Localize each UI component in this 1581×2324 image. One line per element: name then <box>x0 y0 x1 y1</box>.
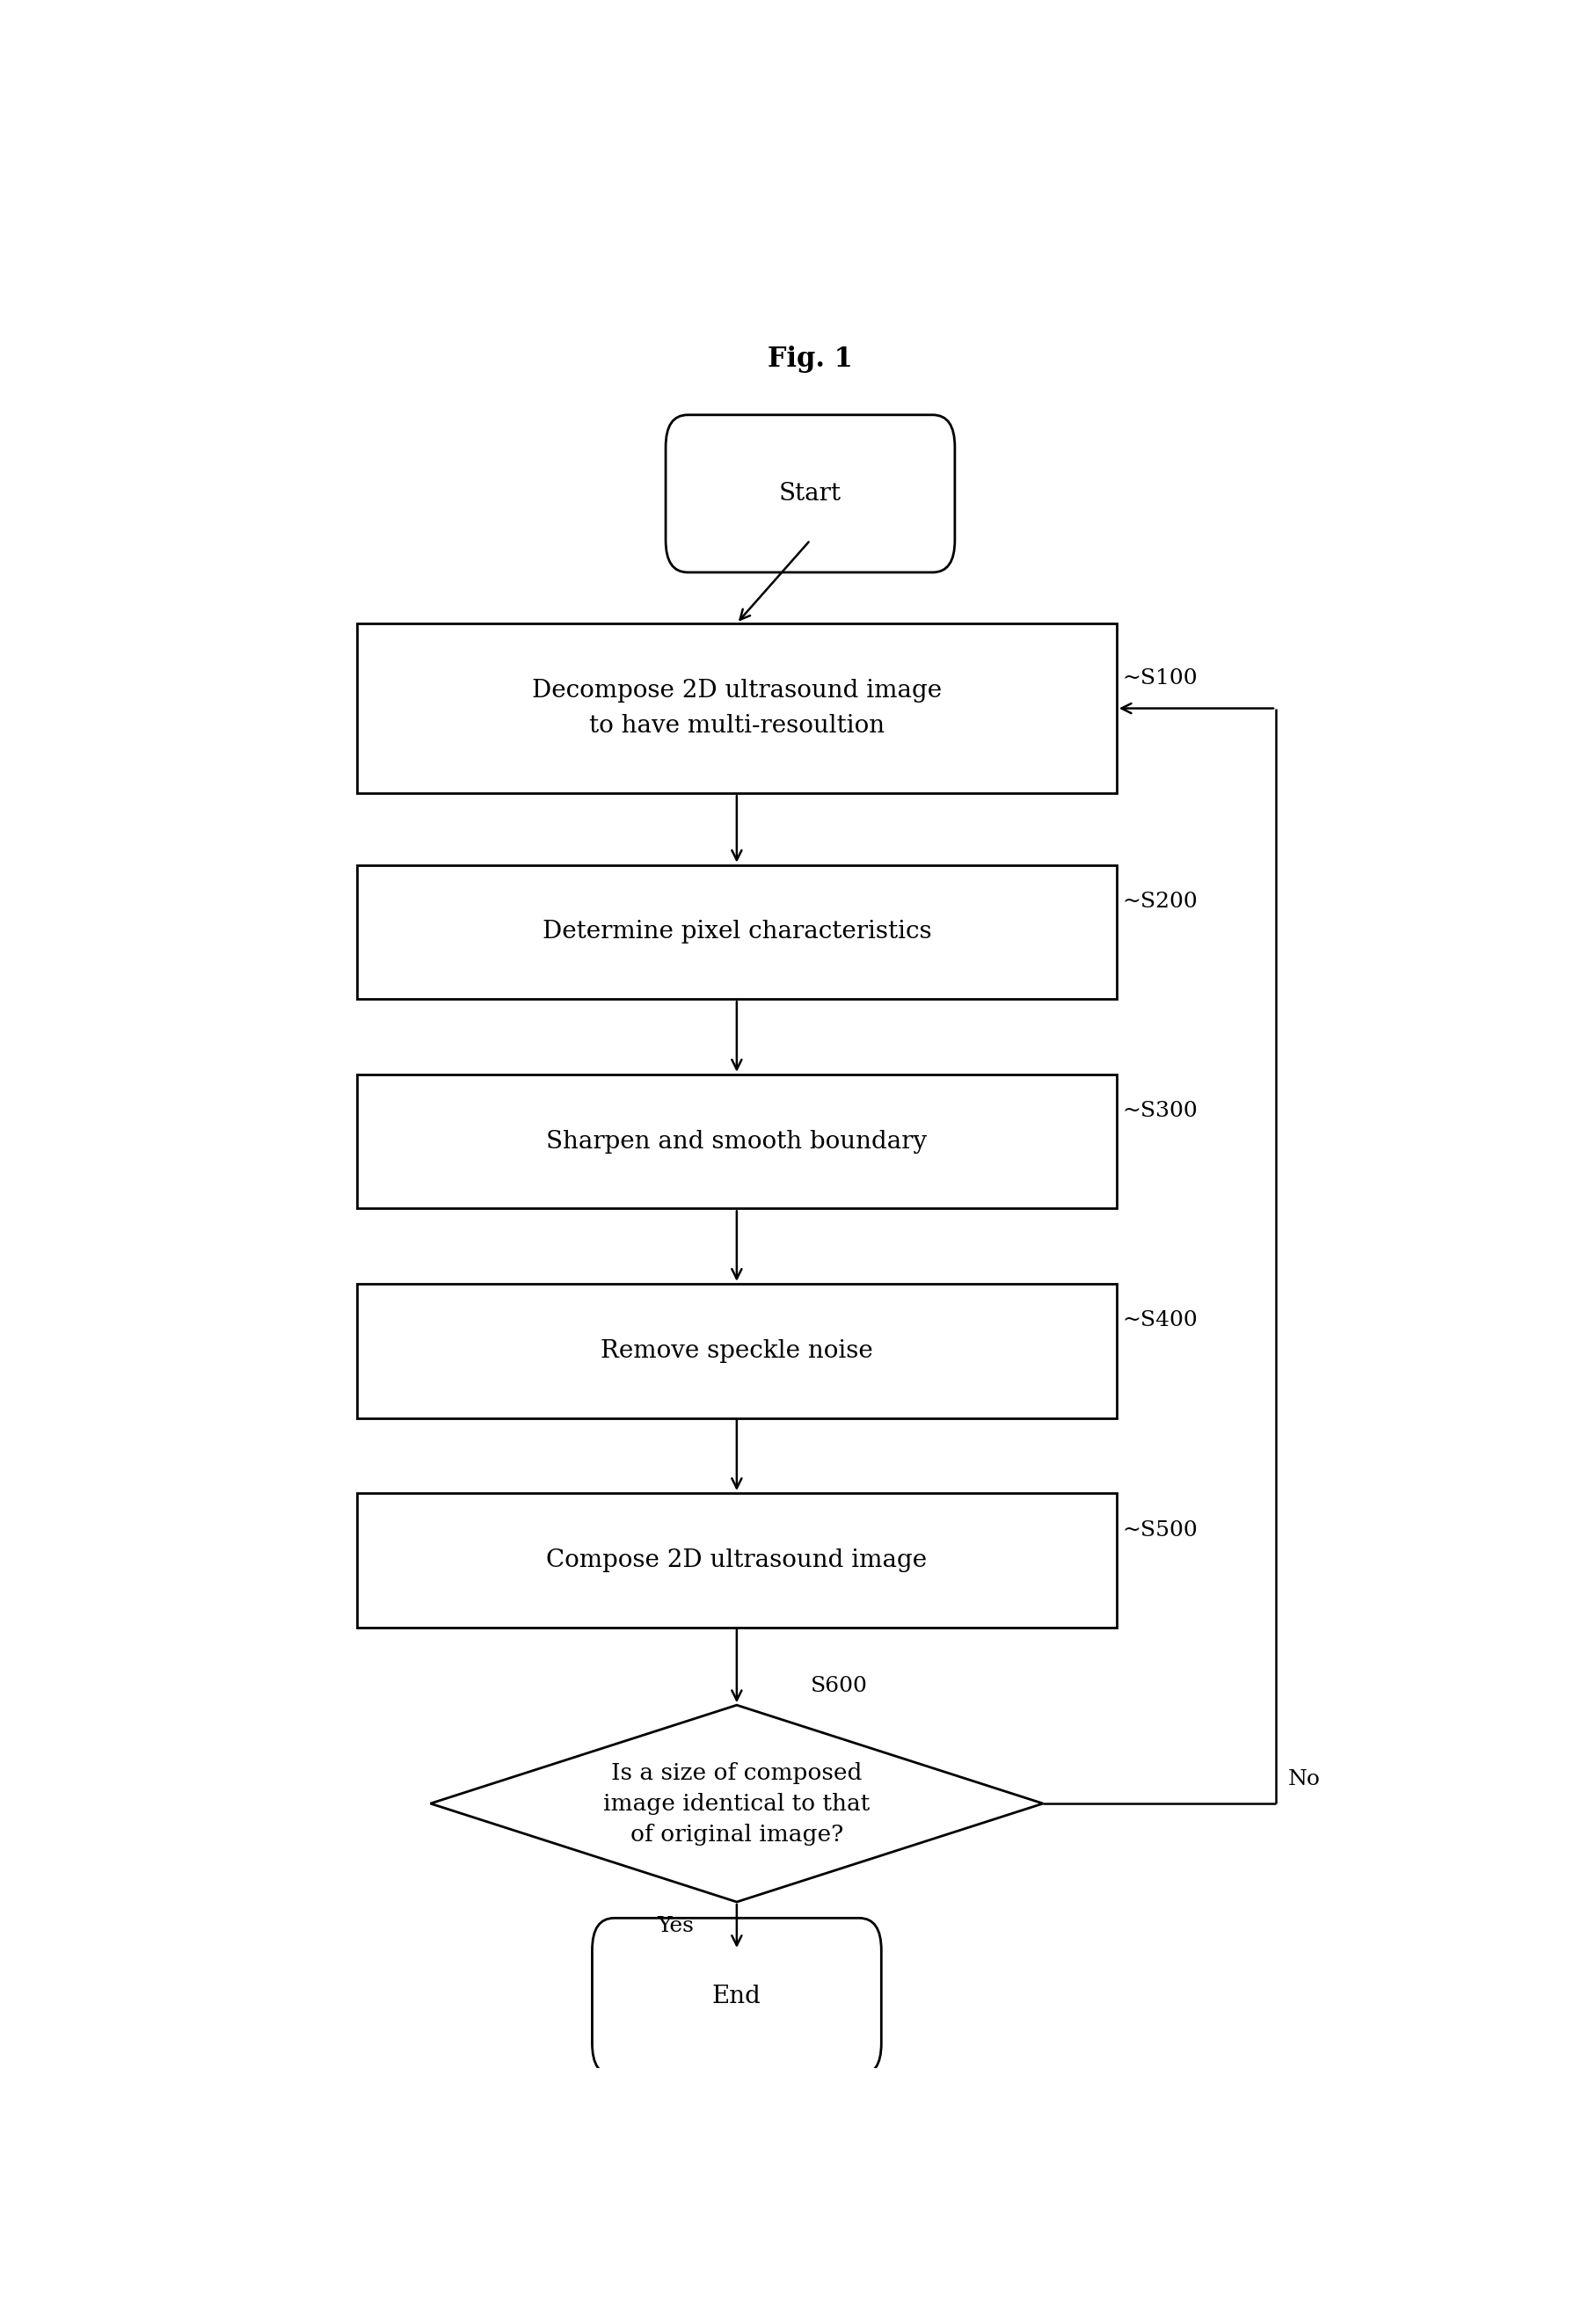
Text: Decompose 2D ultrasound image
to have multi-resoultion: Decompose 2D ultrasound image to have mu… <box>531 679 942 737</box>
Bar <box>357 1492 1116 1627</box>
FancyBboxPatch shape <box>593 1917 881 2075</box>
Polygon shape <box>430 1706 1043 1901</box>
Text: Sharpen and smooth boundary: Sharpen and smooth boundary <box>547 1129 926 1153</box>
Text: No: No <box>1289 1769 1320 1789</box>
Text: ~S300: ~S300 <box>1123 1102 1198 1122</box>
Text: ~S400: ~S400 <box>1123 1311 1198 1332</box>
Text: ~S100: ~S100 <box>1123 667 1198 688</box>
Text: Is a size of composed
image identical to that
of original image?: Is a size of composed image identical to… <box>604 1762 870 1845</box>
Bar <box>357 623 1116 792</box>
Bar <box>357 1074 1116 1208</box>
Text: ~S200: ~S200 <box>1123 892 1198 911</box>
Text: Start: Start <box>779 481 841 507</box>
Text: Compose 2D ultrasound image: Compose 2D ultrasound image <box>547 1548 926 1571</box>
Bar <box>357 865 1116 999</box>
Text: Determine pixel characteristics: Determine pixel characteristics <box>542 920 931 944</box>
Text: ~S500: ~S500 <box>1123 1520 1198 1541</box>
Text: Fig. 1: Fig. 1 <box>768 346 852 374</box>
Bar <box>357 1283 1116 1418</box>
Text: Yes: Yes <box>658 1915 694 1936</box>
Text: S600: S600 <box>809 1676 868 1697</box>
Text: Remove speckle noise: Remove speckle noise <box>601 1339 873 1362</box>
FancyBboxPatch shape <box>666 416 955 572</box>
Text: End: End <box>711 1985 762 2008</box>
